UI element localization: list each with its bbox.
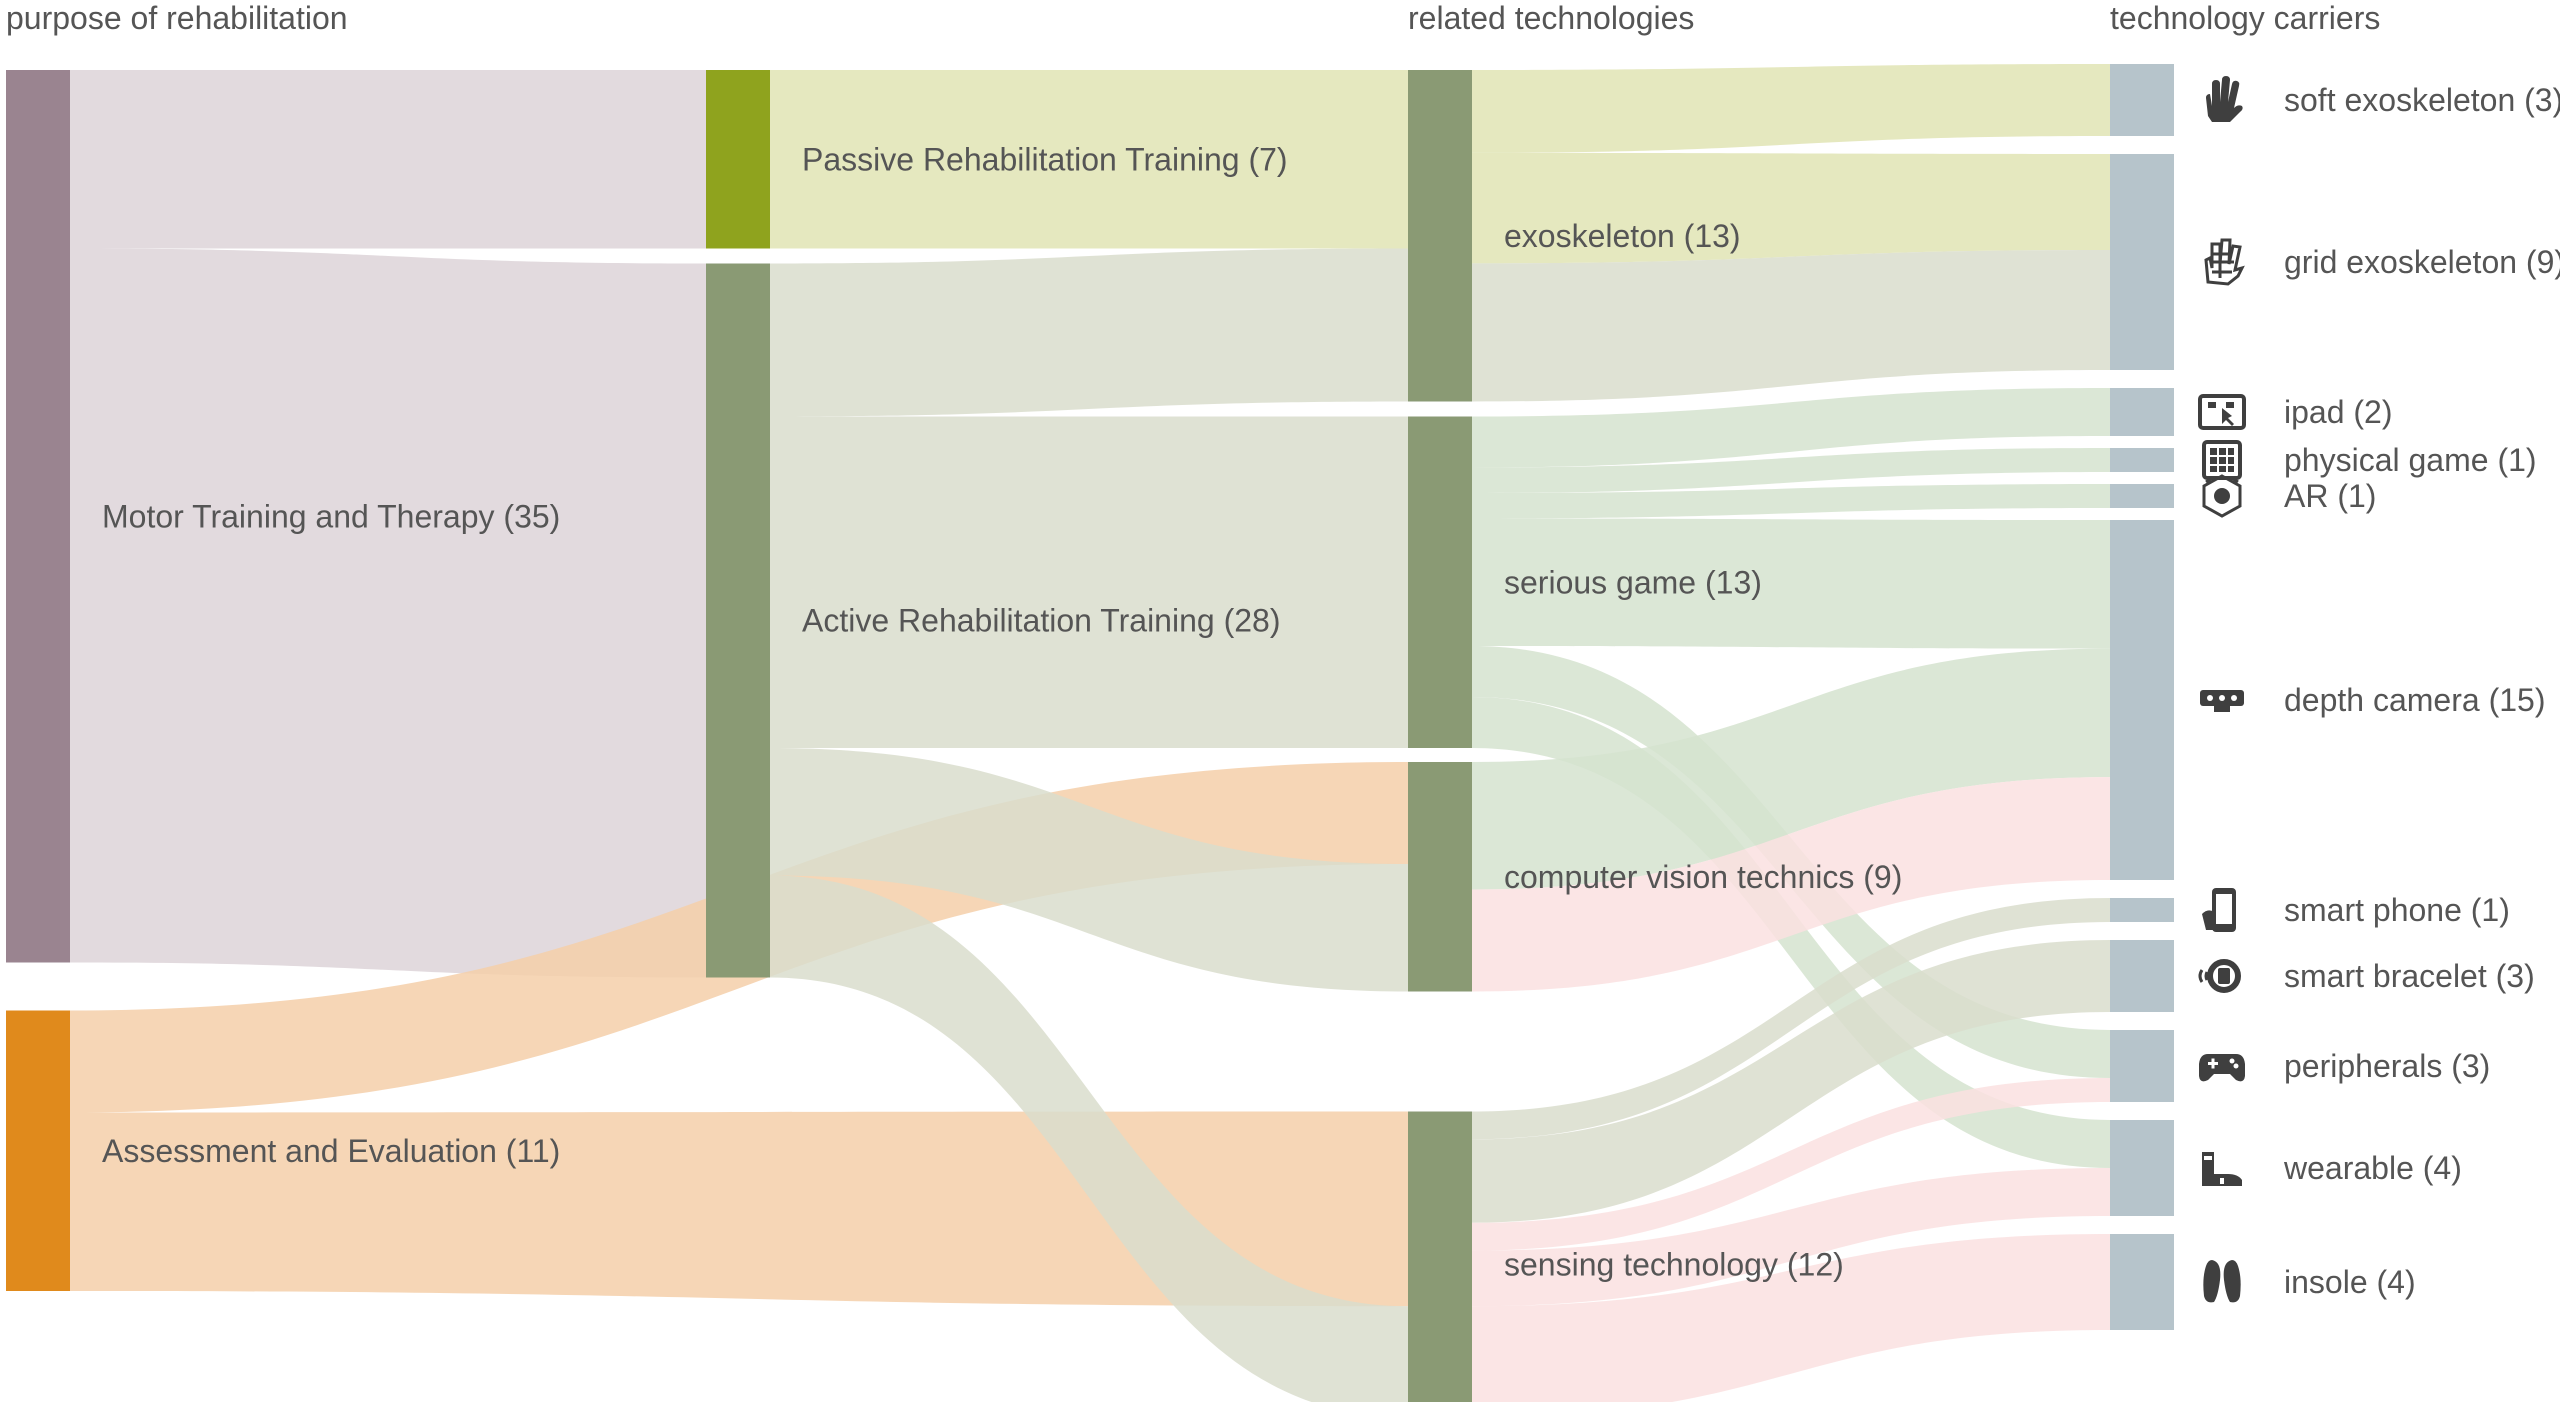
label-peripherals: peripherals (3) xyxy=(2284,1048,2490,1084)
label-physical: physical game (1) xyxy=(2284,442,2537,478)
label-grid: grid exoskeleton (9) xyxy=(2284,244,2560,280)
node-physical[interactable] xyxy=(2110,448,2174,472)
node-insole[interactable] xyxy=(2110,1234,2174,1330)
link-sensing-bracelet xyxy=(1472,940,2110,1223)
node-bracelet[interactable] xyxy=(2110,940,2174,1012)
link-exoskeleton-grid xyxy=(1472,250,2110,402)
link-active-exoskeleton xyxy=(770,248,1408,417)
link-active-cv xyxy=(770,748,1408,992)
ar-icon xyxy=(2202,474,2242,518)
icons-layer xyxy=(2198,76,2246,1303)
node-serious[interactable] xyxy=(1408,416,1472,749)
node-phone[interactable] xyxy=(2110,898,2174,922)
node-exoskeleton[interactable] xyxy=(1408,70,1472,402)
label-phone: smart phone (1) xyxy=(2284,892,2510,928)
link-serious-physical xyxy=(1472,448,2110,493)
node-cv[interactable] xyxy=(1408,762,1472,992)
header-purpose: purpose of rehabilitation xyxy=(6,0,348,36)
label-active: Active Rehabilitation Training (28) xyxy=(802,603,1280,639)
gamepad-icon xyxy=(2199,1054,2245,1082)
wearable-icon xyxy=(2202,1152,2242,1186)
depth-camera-icon xyxy=(2200,690,2244,712)
node-depth[interactable] xyxy=(2110,520,2174,880)
insole-icon xyxy=(2203,1260,2241,1303)
label-motor: Motor Training and Therapy (35) xyxy=(102,498,560,534)
links-layer xyxy=(70,64,2110,1402)
node-peripherals[interactable] xyxy=(2110,1030,2174,1102)
smartphone-icon xyxy=(2202,888,2236,932)
node-wearable[interactable] xyxy=(2110,1120,2174,1216)
link-serious-depth xyxy=(1472,518,2110,649)
link-sensing-phone xyxy=(1472,898,2110,1140)
node-ipad[interactable] xyxy=(2110,388,2174,436)
link-serious-ipad xyxy=(1472,388,2110,468)
tablet-icon xyxy=(2198,394,2246,430)
link-passive-exoskeleton xyxy=(770,70,1408,249)
hand-glove-icon xyxy=(2206,76,2243,122)
label-serious: serious game (13) xyxy=(1504,564,1762,600)
label-soft: soft exoskeleton (3) xyxy=(2284,82,2560,118)
node-sensing[interactable] xyxy=(1408,1111,1472,1402)
label-ipad: ipad (2) xyxy=(2284,394,2393,430)
label-sensing: sensing technology (12) xyxy=(1504,1247,1844,1283)
link-motor-active xyxy=(70,248,706,978)
node-active[interactable] xyxy=(706,263,770,978)
link-serious-ar xyxy=(1472,484,2110,519)
node-soft[interactable] xyxy=(2110,64,2174,136)
link-sensing-insole xyxy=(1472,1234,2110,1402)
link-sensing-peripherals xyxy=(1472,1078,2110,1251)
label-ar: AR (1) xyxy=(2284,478,2376,514)
label-wearable: wearable (4) xyxy=(2283,1150,2462,1186)
link-active-serious xyxy=(770,416,1408,748)
node-passive[interactable] xyxy=(706,70,770,249)
grid-hand-icon xyxy=(2204,238,2245,286)
header-carriers: technology carriers xyxy=(2110,0,2381,36)
link-exoskeleton-grid xyxy=(1472,152,2110,264)
link-exoskeleton-soft xyxy=(1472,64,2110,153)
label-cv: computer vision technics (9) xyxy=(1504,859,1902,895)
node-assessment[interactable] xyxy=(6,1010,70,1292)
link-active-sensing xyxy=(770,875,1408,1402)
bracelet-icon xyxy=(2198,959,2241,993)
label-bracelet: smart bracelet (3) xyxy=(2284,958,2535,994)
label-passive: Passive Rehabilitation Training (7) xyxy=(802,141,1288,177)
label-assessment: Assessment and Evaluation (11) xyxy=(102,1133,560,1169)
label-depth: depth camera (15) xyxy=(2284,682,2545,718)
physical-game-icon xyxy=(2202,440,2242,480)
node-ar[interactable] xyxy=(2110,484,2174,508)
label-insole: insole (4) xyxy=(2284,1264,2416,1300)
link-motor-passive xyxy=(70,70,706,249)
label-exoskeleton: exoskeleton (13) xyxy=(1504,218,1741,254)
header-technologies: related technologies xyxy=(1408,0,1695,36)
link-cv-depth xyxy=(1472,648,2110,890)
link-sensing-wearable xyxy=(1472,1168,2110,1307)
nodes-layer xyxy=(6,64,2174,1402)
node-grid[interactable] xyxy=(2110,154,2174,370)
labels-layer: Motor Training and Therapy (35) Assessmen… xyxy=(102,82,2560,1300)
link-cv-depth xyxy=(1472,777,2110,992)
node-motor[interactable] xyxy=(6,70,70,963)
